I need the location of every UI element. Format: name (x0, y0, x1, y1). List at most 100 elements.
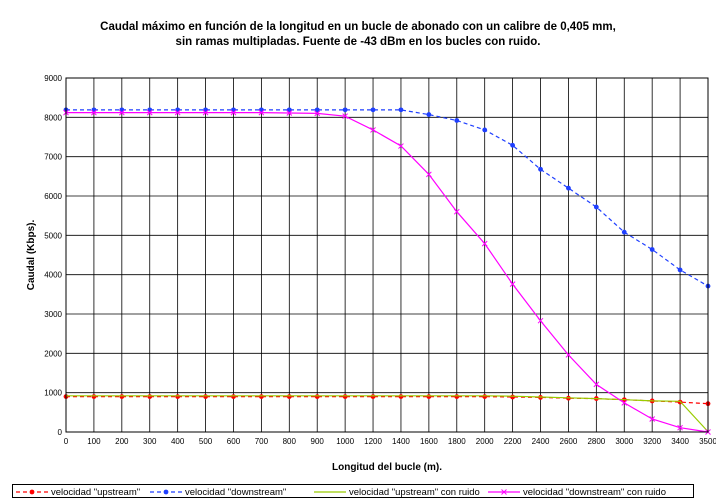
y-axis-label: Caudal (Kbps). (26, 220, 37, 291)
data-point-stroke (286, 110, 293, 116)
x-tick-label: 200 (115, 437, 129, 446)
legend-swatch (150, 489, 182, 495)
series-group (63, 107, 711, 435)
x-tick-label: 2800 (587, 437, 605, 446)
data-point (286, 394, 292, 399)
x-tick-label: 1600 (420, 437, 438, 446)
data-point (593, 204, 599, 210)
y-tick-label: 2000 (44, 349, 62, 358)
x-tick-label: 700 (255, 437, 269, 446)
x-tick-label: 1000 (336, 437, 354, 446)
plot-area-frame (65, 77, 709, 433)
data-point (202, 109, 209, 116)
data-point (314, 110, 321, 117)
legend: velocidad "upstream" velocidad "downstrea… (12, 484, 694, 498)
data-point (286, 107, 292, 113)
legend-swatch-marker (163, 489, 169, 495)
x-tick-label: 3400 (671, 437, 689, 446)
data-point (538, 166, 543, 172)
data-point (146, 109, 153, 116)
data-point (677, 267, 683, 273)
data-point-stroke (174, 109, 181, 116)
legend-entry: velocidad "downstream" (149, 486, 286, 497)
data-point-stroke (509, 281, 516, 287)
legend-label: velocidad "upstream" con ruido (349, 486, 480, 498)
data-point (454, 394, 460, 399)
data-point (147, 394, 153, 399)
data-point (398, 394, 404, 399)
data-point-stroke (481, 240, 488, 247)
data-point (426, 394, 432, 399)
data-point (91, 109, 97, 116)
data-point (509, 281, 516, 287)
data-point (370, 394, 376, 399)
y-tick-label: 4000 (44, 271, 62, 280)
data-point (481, 240, 488, 247)
x-tick-label: 300 (143, 437, 157, 446)
data-point (510, 142, 516, 148)
data-point-stroke (537, 317, 544, 324)
data-point (510, 394, 516, 400)
data-point (286, 110, 293, 116)
data-point (649, 416, 656, 422)
x-tick-label: 3000 (615, 437, 633, 446)
data-point (230, 109, 237, 116)
data-point-stroke (146, 109, 153, 116)
legend-entry: velocidad "upstream" (15, 486, 141, 498)
data-point (453, 208, 460, 215)
data-point-stroke (593, 381, 600, 388)
data-point (91, 394, 97, 399)
x-tick-label: 3200 (643, 437, 661, 446)
series-line-2 (66, 109, 709, 287)
data-point (593, 381, 600, 388)
data-point (482, 127, 488, 133)
y-tick-label: 5000 (44, 231, 62, 240)
y-tick-label: 7000 (44, 153, 62, 162)
data-point-stroke (202, 109, 209, 116)
legend-swatch (16, 489, 48, 495)
legend-label: velocidad "upstream" (51, 486, 141, 498)
data-point (231, 394, 236, 399)
data-point-stroke (118, 109, 125, 116)
x-tick-label: 3500 (699, 437, 716, 446)
data-point-stroke (91, 109, 97, 116)
y-tick-label: 1000 (44, 389, 62, 398)
x-tick-label: 2200 (504, 437, 522, 446)
legend-entry: velocidad "upstream" con ruido (313, 486, 480, 498)
data-point (426, 112, 432, 117)
series-line-4 (66, 111, 709, 433)
data-point-stroke (258, 109, 265, 116)
grid (65, 77, 709, 433)
legend-entry: velocidad "downstream" con ruido (487, 486, 666, 497)
data-point-stroke (426, 171, 432, 178)
data-point-stroke (677, 424, 683, 431)
x-tick-label: 2000 (476, 437, 494, 446)
data-point (370, 127, 376, 133)
data-point (314, 394, 320, 399)
data-point (398, 107, 404, 113)
line-chart: 0 100 200 300 400 500 600 700 800 900 1000 1200 1400… (26, 74, 716, 473)
data-point (258, 109, 265, 116)
data-point-stroke (314, 110, 321, 117)
y-tick-label: 0 (58, 428, 63, 437)
x-tick-label: 800 (283, 437, 297, 446)
data-point (565, 352, 572, 358)
x-tick-label: 2600 (560, 437, 578, 446)
x-tick-label: 400 (171, 437, 185, 446)
data-point (119, 394, 125, 399)
x-tick-label: 600 (227, 437, 241, 446)
data-point (621, 229, 627, 235)
data-point (621, 400, 628, 406)
x-tick-label: 100 (87, 437, 101, 446)
data-point-stroke (398, 143, 404, 149)
data-point-stroke (649, 416, 656, 422)
x-tick-label: 500 (199, 437, 213, 446)
data-point-stroke (230, 109, 237, 116)
y-tick-label: 9000 (44, 74, 62, 83)
data-point (203, 394, 208, 399)
data-point (454, 118, 460, 123)
legend-swatch (488, 489, 520, 495)
plot-background (66, 78, 708, 432)
chart-title: Caudal máximo en función de la longitud … (0, 20, 716, 50)
data-point (370, 107, 376, 113)
